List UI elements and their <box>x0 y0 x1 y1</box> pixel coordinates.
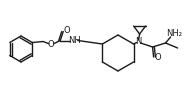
Text: NH₂: NH₂ <box>166 29 182 39</box>
Text: N: N <box>135 38 142 46</box>
Text: O: O <box>48 40 55 49</box>
Text: O: O <box>154 54 161 62</box>
Text: NH: NH <box>68 36 81 45</box>
Text: O: O <box>63 26 70 35</box>
